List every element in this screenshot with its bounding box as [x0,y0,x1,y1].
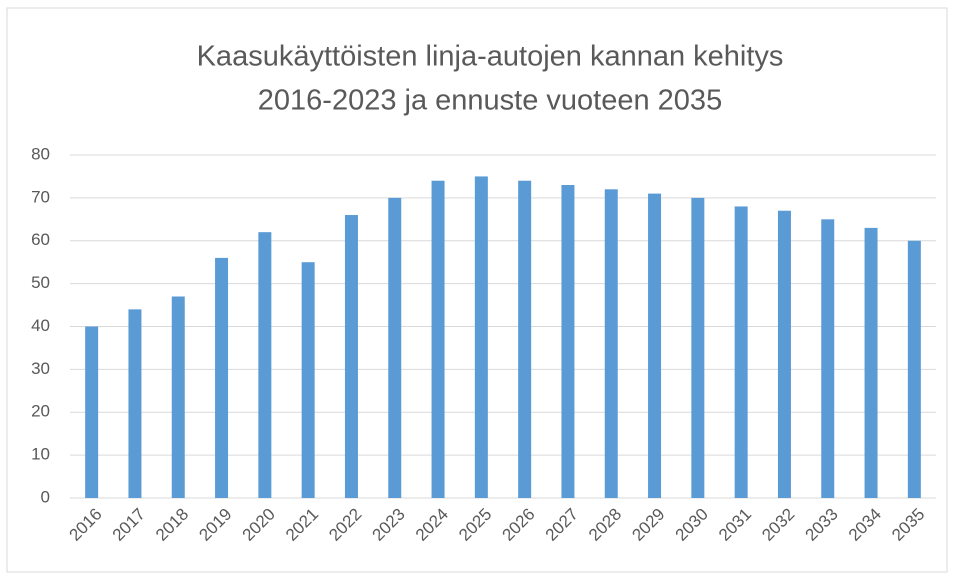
bar [734,206,748,498]
chart-title: Kaasukäyttöisten linja-autojen kannan ke… [197,41,784,73]
bar [648,193,662,498]
y-tick-label: 60 [31,230,50,249]
y-tick-label: 80 [31,144,50,163]
bar [215,257,229,498]
y-tick-label: 20 [31,402,50,421]
bar [344,215,358,498]
bar [864,227,878,498]
bar [561,185,575,498]
bar [821,219,835,498]
bar [431,180,445,498]
bar [258,232,272,499]
y-tick-label: 10 [31,445,50,464]
bar [128,309,142,498]
y-tick-label: 30 [31,359,50,378]
y-tick-label: 40 [31,316,50,335]
bar [301,262,315,498]
y-tick-label: 50 [31,273,50,292]
y-tick-label: 70 [31,187,50,206]
y-tick-label: 0 [41,487,50,506]
bar [691,197,705,498]
bar [85,326,99,498]
bar [907,240,921,498]
bar [171,296,185,498]
bar [518,180,532,498]
bar [604,189,618,499]
chart-title: 2016-2023 ja ennuste vuoteen 2035 [258,85,722,117]
bar [388,197,402,498]
bar [474,176,488,498]
bar [777,210,791,499]
